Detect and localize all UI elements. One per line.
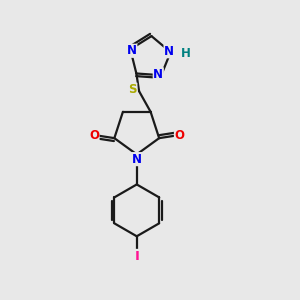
Text: O: O xyxy=(89,129,99,142)
Text: N: N xyxy=(153,68,163,81)
Text: N: N xyxy=(132,153,142,166)
Text: S: S xyxy=(128,83,137,96)
Text: N: N xyxy=(164,45,174,58)
Text: I: I xyxy=(134,250,139,262)
Text: O: O xyxy=(175,129,184,142)
Text: H: H xyxy=(181,47,191,60)
Text: N: N xyxy=(127,44,137,57)
